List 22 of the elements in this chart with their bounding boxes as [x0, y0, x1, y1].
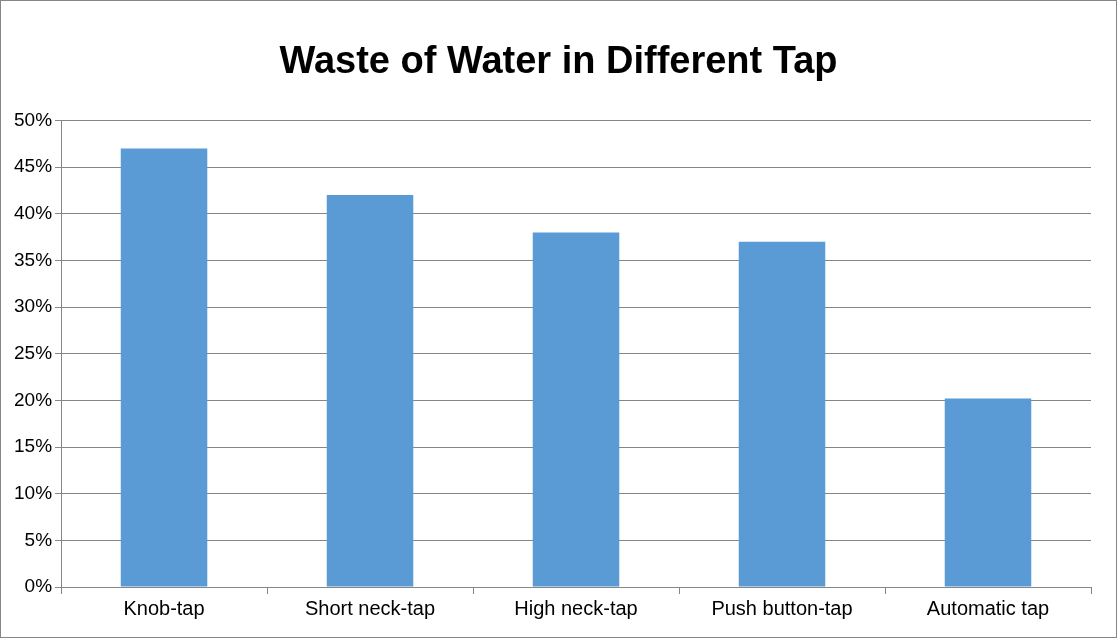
- bar: [738, 241, 826, 587]
- bar: [532, 232, 620, 587]
- bar: [120, 148, 208, 587]
- x-tick-label: Push button-tap: [711, 596, 853, 619]
- y-tick-label: 25%: [14, 341, 53, 363]
- y-tick-label: 20%: [14, 388, 53, 410]
- y-tick-label: 15%: [14, 435, 53, 457]
- y-tick-label: 35%: [14, 248, 53, 270]
- y-tick-label: 5%: [24, 528, 53, 550]
- y-tick-label: 0%: [24, 575, 53, 597]
- x-tick-label: Automatic tap: [926, 596, 1050, 619]
- y-tick-label: 50%: [14, 108, 53, 130]
- y-tick-label: 40%: [14, 201, 53, 223]
- bar: [326, 195, 414, 587]
- y-tick-label: 30%: [14, 295, 53, 317]
- x-tick-label: High neck-tap: [514, 596, 638, 619]
- chart-title: Waste of Water in Different Tap: [278, 39, 839, 82]
- bar: [944, 398, 1032, 587]
- y-tick-label: 10%: [14, 481, 53, 503]
- x-tick-label: Short neck-tap: [304, 596, 436, 619]
- x-tick-label: Knob-tap: [123, 596, 205, 619]
- y-tick-label: 45%: [14, 155, 53, 177]
